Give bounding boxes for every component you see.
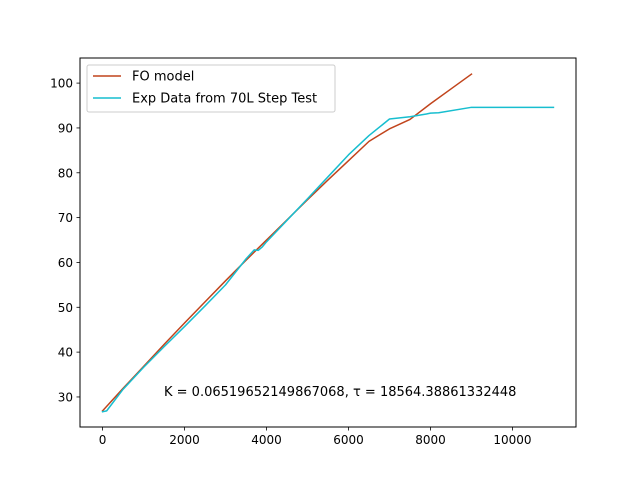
x-tick-label: 10000 [493, 433, 531, 447]
legend-label-1: Exp Data from 70L Step Test [132, 92, 317, 107]
axes-frame [79, 57, 577, 428]
series-line-0 [101, 73, 473, 412]
y-tick-label: 50 [58, 301, 73, 315]
x-tick-label: 6000 [333, 433, 364, 447]
series-line-1 [101, 106, 555, 413]
x-tick-label: 0 [99, 433, 107, 447]
y-tick-label: 30 [58, 390, 73, 404]
y-tick-label: 90 [58, 121, 73, 135]
x-axis: 0 2000 4000 6000 8000 10000 [99, 427, 532, 447]
legend: FO model Exp Data from 70L Step Test [86, 64, 336, 113]
legend-box [86, 64, 336, 113]
y-tick-label: 80 [58, 166, 73, 180]
y-tick-label: 70 [58, 211, 73, 225]
y-tick-label: 60 [58, 256, 73, 270]
y-axis: 30 40 50 60 70 80 90 100 [50, 77, 80, 404]
x-tick-label: 4000 [251, 433, 282, 447]
x-tick-label: 2000 [169, 433, 200, 447]
y-tick-label: 40 [58, 346, 73, 360]
legend-label-0: FO model [132, 70, 194, 85]
x-tick-label: 8000 [415, 433, 446, 447]
plot-marks [101, 73, 555, 413]
fit-parameters-annotation: K = 0.06519652149867068, τ = 18564.38861… [164, 385, 516, 400]
y-tick-label: 100 [50, 77, 73, 91]
